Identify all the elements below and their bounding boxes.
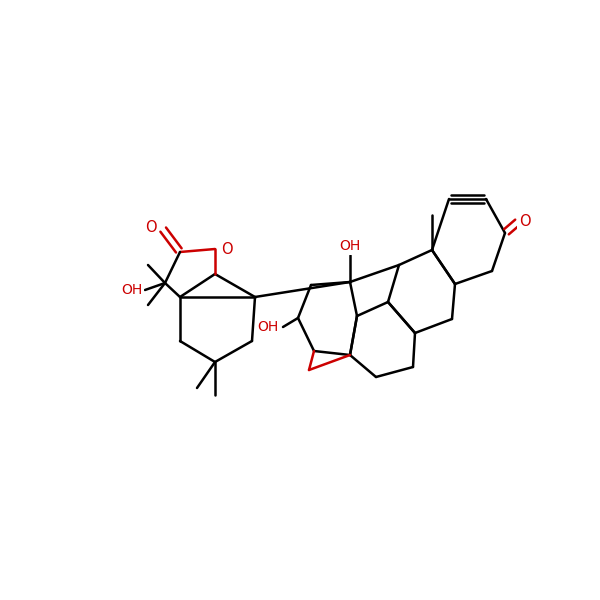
Text: OH: OH [340,239,361,253]
Text: O: O [221,241,233,257]
Text: OH: OH [121,283,142,297]
Text: O: O [519,214,531,229]
Text: O: O [145,220,157,235]
Text: OH: OH [258,320,279,334]
